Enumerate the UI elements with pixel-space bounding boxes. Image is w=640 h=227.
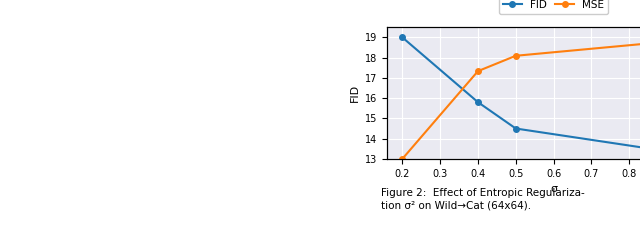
Legend: FID, MSE: FID, MSE	[499, 0, 609, 14]
MSE	[399, 158, 406, 160]
Line: FID: FID	[399, 35, 640, 160]
FID	[512, 127, 520, 130]
Y-axis label: FID: FID	[349, 84, 360, 102]
FID	[474, 101, 482, 104]
X-axis label: σ: σ	[550, 184, 557, 194]
MSE	[474, 70, 482, 72]
Text: Figure 2:  Effect of Entropic Regulariza-
tion σ² on Wild→Cat (64x64).: Figure 2: Effect of Entropic Regulariza-…	[381, 188, 584, 210]
MSE	[512, 54, 520, 57]
FID	[399, 36, 406, 39]
Line: MSE: MSE	[399, 35, 640, 162]
